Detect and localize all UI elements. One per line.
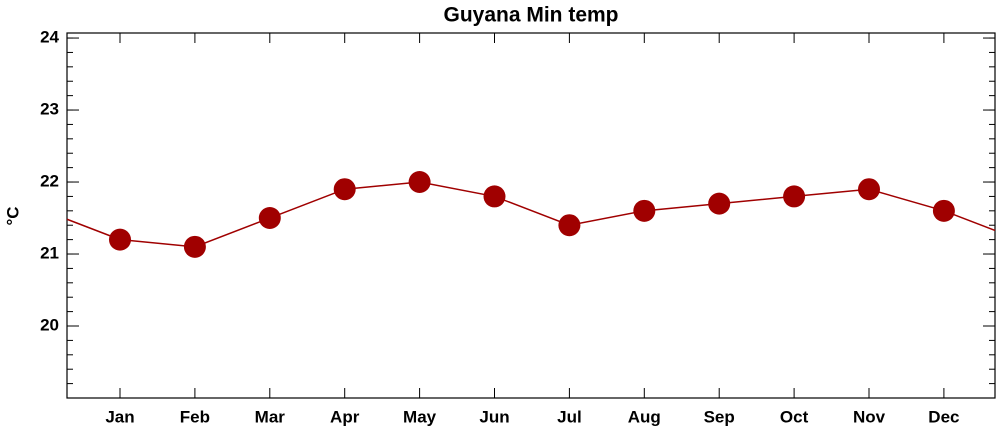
y-tick-label: 21 bbox=[40, 244, 59, 263]
x-tick-label: Jun bbox=[479, 407, 509, 426]
data-point bbox=[558, 214, 581, 237]
y-axis-label: °C bbox=[3, 206, 22, 225]
data-point bbox=[109, 228, 131, 251]
data-point bbox=[932, 199, 955, 222]
data-point bbox=[408, 171, 431, 194]
x-tick-label: Apr bbox=[330, 407, 360, 426]
x-tick-label: Dec bbox=[928, 407, 959, 426]
x-tick-label: Jul bbox=[557, 407, 582, 426]
x-tick-label: Feb bbox=[180, 407, 210, 426]
data-point bbox=[333, 178, 356, 201]
x-tick-label: May bbox=[403, 407, 437, 426]
data-line bbox=[119, 181, 945, 248]
x-tick-label: Aug bbox=[628, 407, 661, 426]
chart-title: Guyana Min temp bbox=[443, 4, 618, 27]
data-point bbox=[708, 192, 731, 215]
plot-frame bbox=[66, 32, 996, 399]
x-tick-label: Mar bbox=[255, 407, 286, 426]
data-point bbox=[633, 199, 656, 222]
data-point bbox=[483, 185, 506, 208]
data-point bbox=[783, 185, 806, 208]
y-tick-label: 22 bbox=[40, 172, 59, 191]
x-tick-label: Sep bbox=[704, 407, 735, 426]
y-tick-label: 24 bbox=[40, 28, 59, 47]
y-tick-label: 23 bbox=[40, 100, 59, 119]
x-tick-label: Jan bbox=[105, 407, 134, 426]
data-point bbox=[183, 235, 206, 258]
x-tick-label: Oct bbox=[780, 407, 809, 426]
y-tick-label: 20 bbox=[40, 315, 59, 334]
data-point bbox=[258, 207, 281, 230]
data-point bbox=[858, 178, 880, 201]
x-tick-label: Nov bbox=[853, 407, 886, 426]
